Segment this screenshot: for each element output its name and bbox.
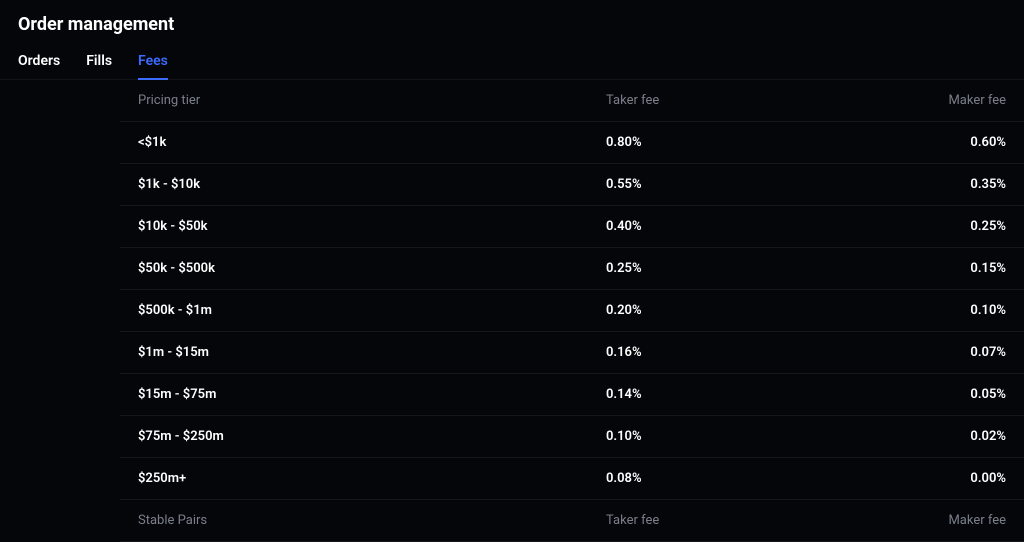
col-header-tier: Stable Pairs: [138, 513, 606, 528]
table-row: $1k - $10k 0.55% 0.35%: [120, 164, 1024, 206]
table-row: $50k - $500k 0.25% 0.15%: [120, 248, 1024, 290]
col-header-tier: Pricing tier: [138, 93, 606, 108]
col-header-maker: Maker fee: [826, 513, 1006, 528]
cell-maker: 0.35%: [826, 177, 1006, 192]
cell-taker: 0.80%: [606, 135, 826, 150]
page-title: Order management: [0, 0, 1024, 45]
fees-table: Pricing tier Taker fee Maker fee <$1k 0.…: [0, 80, 1024, 542]
cell-taker: 0.08%: [606, 471, 826, 486]
cell-tier: $250m+: [138, 471, 606, 486]
cell-taker: 0.25%: [606, 261, 826, 276]
table-subheader-row: Stable Pairs Taker fee Maker fee: [120, 500, 1024, 542]
table-row: $250m+ 0.08% 0.00%: [120, 458, 1024, 500]
cell-tier: $1m - $15m: [138, 345, 606, 360]
tab-orders[interactable]: Orders: [18, 45, 60, 79]
cell-tier: $15m - $75m: [138, 387, 606, 402]
table-row: $75m - $250m 0.10% 0.02%: [120, 416, 1024, 458]
cell-tier: $50k - $500k: [138, 261, 606, 276]
cell-tier: $1k - $10k: [138, 177, 606, 192]
cell-tier: $500k - $1m: [138, 303, 606, 318]
table-row: $500k - $1m 0.20% 0.10%: [120, 290, 1024, 332]
cell-maker: 0.05%: [826, 387, 1006, 402]
cell-taker: 0.55%: [606, 177, 826, 192]
col-header-maker: Maker fee: [826, 93, 1006, 108]
cell-taker: 0.40%: [606, 219, 826, 234]
cell-maker: 0.02%: [826, 429, 1006, 444]
cell-tier: $75m - $250m: [138, 429, 606, 444]
cell-maker: 0.60%: [826, 135, 1006, 150]
tabs: Orders Fills Fees: [0, 45, 1024, 80]
cell-maker: 0.10%: [826, 303, 1006, 318]
table-row: $10k - $50k 0.40% 0.25%: [120, 206, 1024, 248]
col-header-taker: Taker fee: [606, 93, 826, 108]
table-row: $15m - $75m 0.14% 0.05%: [120, 374, 1024, 416]
cell-tier: <$1k: [138, 135, 606, 150]
col-header-taker: Taker fee: [606, 513, 826, 528]
tab-fills[interactable]: Fills: [86, 45, 112, 79]
cell-maker: 0.15%: [826, 261, 1006, 276]
cell-taker: 0.14%: [606, 387, 826, 402]
cell-taker: 0.20%: [606, 303, 826, 318]
cell-maker: 0.00%: [826, 471, 1006, 486]
table-row: <$1k 0.80% 0.60%: [120, 122, 1024, 164]
tab-fees[interactable]: Fees: [138, 45, 168, 79]
table-header-row: Pricing tier Taker fee Maker fee: [120, 80, 1024, 122]
cell-maker: 0.25%: [826, 219, 1006, 234]
cell-tier: $10k - $50k: [138, 219, 606, 234]
cell-taker: 0.10%: [606, 429, 826, 444]
table-row: $1m - $15m 0.16% 0.07%: [120, 332, 1024, 374]
cell-maker: 0.07%: [826, 345, 1006, 360]
cell-taker: 0.16%: [606, 345, 826, 360]
